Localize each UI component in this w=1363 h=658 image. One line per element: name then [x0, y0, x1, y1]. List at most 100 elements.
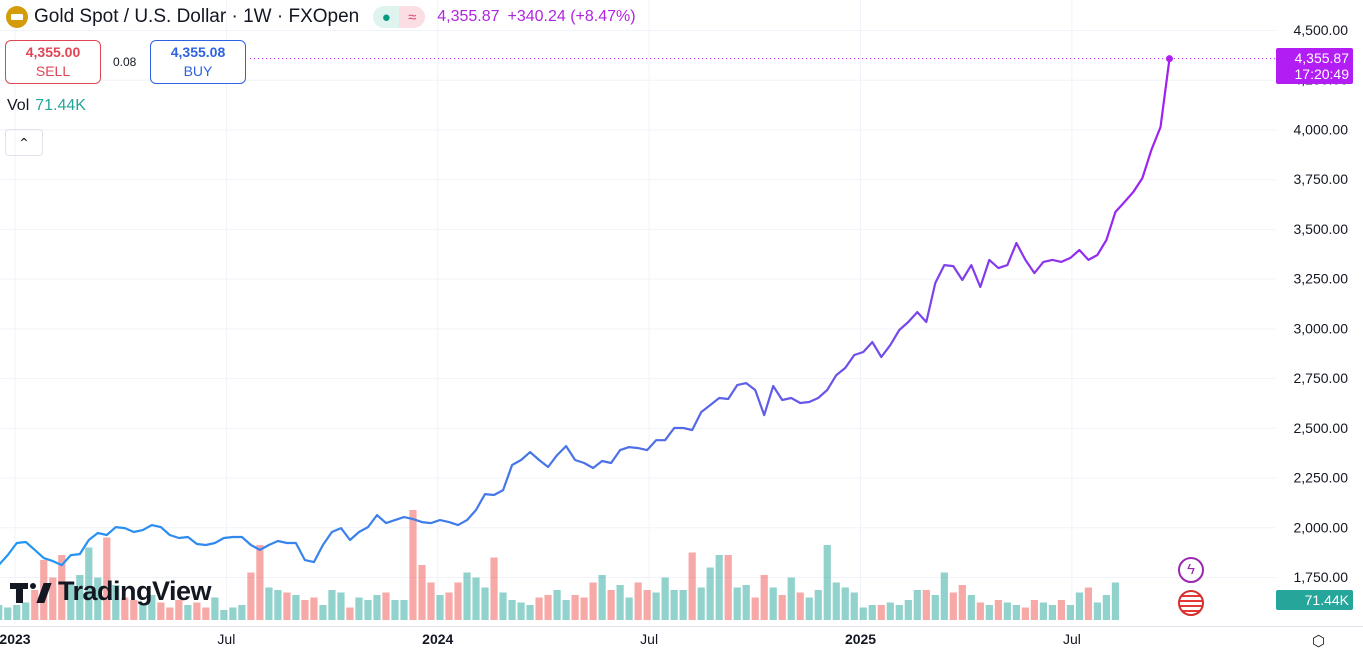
tradingview-wordmark: TradingView — [58, 576, 212, 606]
x-tick-label: 2023 — [0, 631, 31, 647]
volume-bar — [805, 597, 813, 620]
price-line — [0, 58, 1171, 567]
volume-bar — [517, 602, 525, 620]
last-price-axis-value: 4,355.87 — [1294, 50, 1350, 66]
delayed-data-icon: ≈ — [399, 6, 426, 28]
volume-bar — [427, 582, 435, 620]
volume-bar — [166, 607, 174, 620]
lightning-event-icon[interactable]: ϟ — [1178, 557, 1204, 583]
x-tick-label: 2025 — [845, 631, 876, 647]
volume-bar — [157, 602, 165, 620]
volume-bar — [904, 600, 912, 620]
symbol-title[interactable]: Gold Spot / U.S. Dollar · 1W · FXOpen — [34, 6, 360, 27]
volume-bar — [454, 582, 462, 620]
volume-bar — [742, 585, 750, 620]
us-flag-event-icon[interactable] — [1178, 590, 1204, 616]
y-tick-label: 3,250.00 — [1294, 271, 1349, 287]
volume-bar — [607, 590, 615, 620]
volume-legend-label: Vol — [7, 97, 30, 114]
market-status[interactable]: ● ≈ — [373, 6, 426, 28]
volume-bar — [229, 607, 237, 620]
sell-label: SELL — [35, 63, 71, 79]
volume-bar — [1084, 587, 1093, 620]
volume-bar — [364, 600, 372, 620]
volume-bar — [238, 605, 246, 620]
volume-axis-label: 71.44K — [1276, 590, 1353, 610]
volume-bar — [679, 590, 687, 620]
volume-bar — [571, 595, 579, 620]
volume-bar — [751, 597, 759, 620]
volume-bar — [1075, 592, 1084, 620]
volume-bar — [562, 600, 570, 620]
y-tick-label: 3,000.00 — [1294, 320, 1349, 336]
volume-bar — [832, 582, 840, 620]
volume-bar — [436, 595, 444, 620]
volume-bar — [1111, 582, 1120, 620]
tradingview-mark-icon — [10, 579, 54, 605]
y-tick-label: 4,000.00 — [1294, 121, 1349, 137]
volume-bar — [859, 607, 867, 620]
volume-bar — [148, 595, 156, 620]
volume-bar — [382, 592, 390, 620]
last-price-label: 4,355.87 17:20:49 — [1276, 48, 1353, 84]
volume-bar — [373, 595, 381, 620]
volume-bar — [499, 592, 507, 620]
volume-bar — [643, 590, 651, 620]
market-open-dot-icon: ● — [373, 6, 400, 28]
x-tick-label: 2024 — [422, 631, 453, 647]
volume-bar — [1093, 602, 1102, 620]
sell-button[interactable]: 4,355.00 SELL — [5, 40, 101, 84]
volume-bar — [877, 605, 885, 620]
last-price-dot — [1165, 55, 1173, 63]
volume-bar — [526, 605, 534, 620]
sell-price: 4,355.00 — [25, 44, 81, 60]
volume-bar — [445, 592, 453, 620]
volume-bar — [247, 572, 255, 620]
volume-bar — [724, 555, 732, 620]
volume-bar — [940, 572, 948, 620]
volume-bar — [787, 577, 795, 620]
spread-value: 0.08 — [113, 55, 137, 69]
y-tick-label: 2,500.00 — [1294, 420, 1349, 436]
volume-bar — [490, 557, 498, 620]
volume-bar — [634, 582, 642, 620]
volume-bar — [265, 587, 273, 620]
volume-bar — [868, 605, 876, 620]
volume-bar — [841, 587, 849, 620]
volume-bar — [760, 575, 768, 620]
volume-bar — [193, 602, 201, 620]
volume-bar — [139, 605, 147, 620]
volume-bar — [589, 582, 597, 620]
price-change: +340.24 (+8.47%) — [507, 8, 636, 25]
volume-bar — [418, 565, 426, 620]
volume-bar — [202, 607, 210, 620]
volume-bar — [850, 592, 858, 620]
volume-bar — [274, 590, 282, 620]
volume-bar — [652, 592, 660, 620]
gold-symbol-icon — [6, 6, 28, 28]
volume-bar — [319, 605, 327, 620]
volume-bar — [715, 555, 723, 620]
volume-legend: Vol 71.44K — [7, 97, 86, 115]
volume-bar — [85, 547, 93, 620]
buy-price: 4,355.08 — [170, 44, 226, 60]
collapse-legend-button[interactable]: ⌃ — [5, 129, 43, 156]
volume-bar — [472, 577, 480, 620]
bar-countdown: 17:20:49 — [1294, 66, 1350, 82]
y-tick-label: 2,250.00 — [1294, 470, 1349, 486]
y-tick-label: 2,000.00 — [1294, 519, 1349, 535]
volume-legend-value: 71.44K — [35, 97, 86, 114]
volume-bar — [985, 605, 993, 620]
volume-bar — [256, 545, 264, 620]
volume-bar — [13, 605, 21, 620]
volume-bar — [1102, 595, 1111, 620]
volume-bar — [769, 587, 777, 620]
chart-settings-icon[interactable]: ⬡ — [1312, 633, 1326, 650]
buy-button[interactable]: 4,355.08 BUY — [150, 40, 246, 84]
y-tick-label: 3,750.00 — [1294, 171, 1349, 187]
volume-bar — [337, 592, 345, 620]
volume-bar — [814, 590, 822, 620]
volume-bar — [670, 590, 678, 620]
volume-bar — [355, 597, 363, 620]
